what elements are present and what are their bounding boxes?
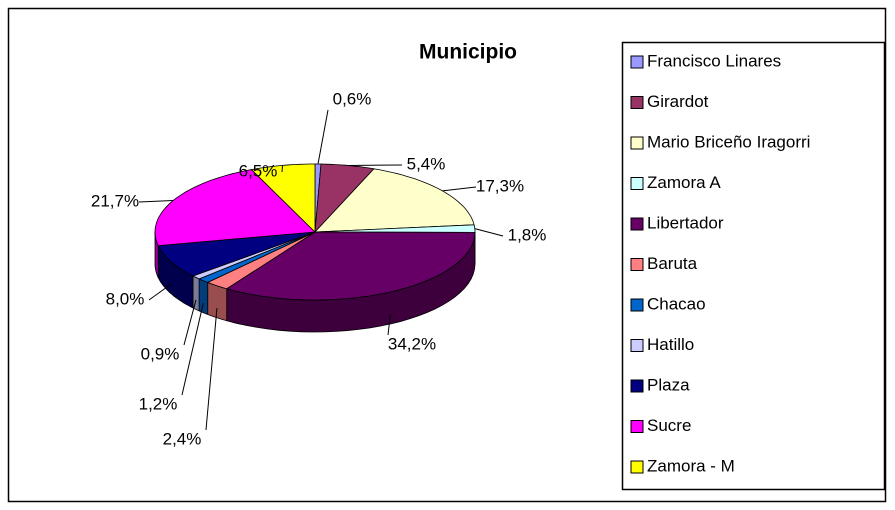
legend-swatch (630, 136, 644, 150)
slice (206, 231, 316, 290)
legend-label: Baruta (647, 254, 698, 273)
data-label: 6,5% (239, 161, 278, 180)
legend-label: Girardot (647, 92, 709, 111)
legend-swatch (630, 379, 644, 393)
leader-line (317, 109, 329, 165)
slice (250, 163, 316, 233)
legend-swatch (630, 460, 644, 474)
chart-title: Municipio (419, 41, 517, 64)
leader-line (148, 283, 172, 301)
legend-swatch (630, 339, 644, 352)
legend-swatch (630, 258, 644, 271)
legend-label: Mario Briceño Iragorri (647, 132, 810, 151)
legend-label: Sucre (647, 416, 691, 435)
data-label: 0,9% (141, 344, 180, 363)
leader-line (281, 165, 284, 173)
slice (314, 168, 475, 233)
legend-label: Plaza (647, 375, 690, 394)
legend-swatch (630, 96, 644, 109)
data-label: 34,2% (388, 334, 436, 353)
legend-label: Zamora - M (647, 456, 735, 475)
slice-side (192, 275, 200, 312)
legend-label: Chacao (647, 294, 706, 313)
legend-box (621, 41, 886, 491)
legend-label: Francisco Linares (647, 51, 781, 70)
leader-line (138, 200, 174, 203)
data-label: 5,4% (407, 154, 446, 173)
legend-swatch (630, 298, 644, 312)
data-label: 17,3% (476, 176, 524, 195)
data-label: 21,7% (91, 191, 139, 210)
pie-top (154, 163, 476, 301)
legend-swatch (630, 420, 644, 433)
slice (314, 163, 375, 234)
data-label: 8,0% (106, 289, 145, 308)
slice (154, 169, 316, 247)
leader-line (183, 299, 197, 346)
data-label: 0,6% (333, 89, 372, 108)
legend-swatch (630, 177, 644, 190)
leader-line (181, 302, 204, 396)
leader-line (474, 228, 504, 237)
leader-line (205, 308, 218, 431)
legend-swatch (630, 55, 644, 69)
data-label: 2,4% (163, 429, 202, 448)
data-label: 1,2% (139, 394, 178, 413)
slice (157, 231, 316, 277)
legend-label: Hatillo (647, 335, 694, 354)
legend-swatch (630, 217, 644, 231)
legend-label: Zamora A (647, 173, 721, 192)
slice-side (198, 278, 209, 315)
leader-line (442, 186, 477, 192)
legend-label: Libertador (647, 213, 724, 232)
leader-line (387, 314, 391, 336)
data-label: 1,8% (508, 225, 547, 244)
